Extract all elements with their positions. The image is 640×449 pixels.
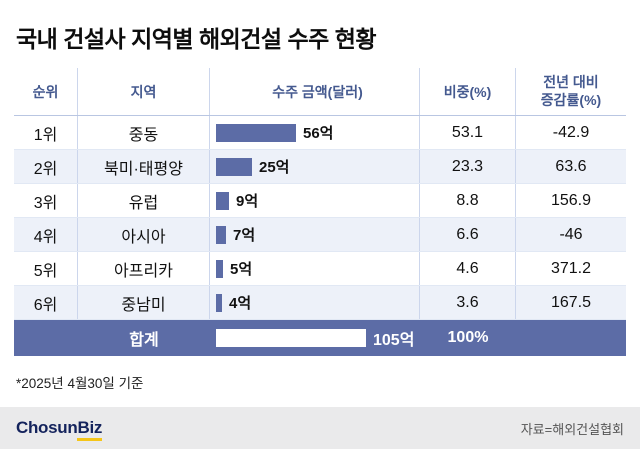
total-row: 합계 105억 100% <box>14 320 626 356</box>
logo-chosun: Chosun <box>16 418 78 437</box>
table-header: 순위 지역 수주 금액(달러) 비중(%) 전년 대비 증감률(%) <box>14 68 626 116</box>
yoy-cell: -46 <box>559 225 583 243</box>
amount-bar <box>216 157 252 176</box>
amount-cell: 56억 <box>210 116 420 149</box>
amount-cell: 25억 <box>210 150 420 183</box>
share-cell: 6.6 <box>420 218 516 251</box>
page-title: 국내 건설사 지역별 해외건설 수주 현황 <box>16 26 377 52</box>
region-cell: 아시아 <box>78 218 210 251</box>
total-share: 100% <box>447 329 489 346</box>
amount-bar <box>216 293 222 312</box>
yoy-cell: 371.2 <box>550 259 592 277</box>
region-cell: 유럽 <box>78 184 210 217</box>
total-yoy-spacer <box>516 320 626 356</box>
rank-cell: 6위 <box>14 286 78 319</box>
total-amount-cell: 105억 <box>210 320 420 356</box>
amount-bar <box>216 225 226 244</box>
amount-bar <box>216 259 223 278</box>
share-cell: 4.6 <box>420 252 516 285</box>
amount-label: 4억 <box>229 295 252 312</box>
amount-label: 56억 <box>303 125 334 142</box>
amount-label: 25억 <box>259 159 290 176</box>
amount-cell: 4억 <box>210 286 420 319</box>
region-cell: 북미·태평양 <box>78 150 210 183</box>
amount-cell: 9억 <box>210 184 420 217</box>
rank-cell: 3위 <box>14 184 78 217</box>
data-table: 순위 지역 수주 금액(달러) 비중(%) 전년 대비 증감률(%) 1위 중동… <box>14 68 626 356</box>
table-row: 6위 중남미 4억 3.6 167.5 <box>14 286 626 320</box>
yoy-cell: 63.6 <box>555 157 587 175</box>
table-row: 1위 중동 56억 53.1 -42.9 <box>14 116 626 150</box>
amount-cell: 5억 <box>210 252 420 285</box>
yoy-cell: -42.9 <box>552 123 590 141</box>
table-row: 4위 아시아 7억 6.6 -46 <box>14 218 626 252</box>
logo-biz: Biz <box>77 418 102 441</box>
share-cell: 3.6 <box>420 286 516 319</box>
rank-cell: 2위 <box>14 150 78 183</box>
rank-cell: 1위 <box>14 116 78 149</box>
table-row: 3위 유럽 9억 8.8 156.9 <box>14 184 626 218</box>
rank-cell: 5위 <box>14 252 78 285</box>
header-yoy-line2: 증감률(%) <box>540 91 602 108</box>
amount-label: 5억 <box>230 261 253 278</box>
amount-bar <box>216 191 229 210</box>
share-cell: 8.8 <box>420 184 516 217</box>
footnote: *2025년 4월30일 기준 <box>16 376 144 391</box>
share-cell: 23.3 <box>420 150 516 183</box>
source-credit: 자료=해외건설협회 <box>520 421 624 437</box>
table-row: 5위 아프리카 5억 4.6 371.2 <box>14 252 626 286</box>
total-rank-spacer <box>14 320 78 356</box>
footer-bar: ChosunBiz 자료=해외건설협회 <box>0 407 640 449</box>
region-cell: 중동 <box>78 116 210 149</box>
amount-cell: 7억 <box>210 218 420 251</box>
region-cell: 아프리카 <box>78 252 210 285</box>
header-share: 비중(%) <box>420 68 516 115</box>
header-region: 지역 <box>78 68 210 115</box>
yoy-cell: 156.9 <box>550 191 592 209</box>
header-amount: 수주 금액(달러) <box>210 68 420 115</box>
table-row: 2위 북미·태평양 25억 23.3 63.6 <box>14 150 626 184</box>
total-label: 합계 <box>129 332 159 349</box>
header-yoy-line1: 전년 대비 <box>543 74 599 90</box>
total-amount-label: 105억 <box>373 332 415 349</box>
header-rank: 순위 <box>14 68 78 115</box>
region-cell: 중남미 <box>78 286 210 319</box>
amount-label: 7억 <box>233 227 256 244</box>
chosunbiz-logo: ChosunBiz <box>16 418 102 441</box>
header-yoy: 전년 대비 증감률(%) <box>516 68 626 115</box>
amount-bar <box>216 123 296 142</box>
share-cell: 53.1 <box>420 116 516 149</box>
amount-label: 9억 <box>236 193 259 210</box>
yoy-cell: 167.5 <box>550 293 592 311</box>
rank-cell: 4위 <box>14 218 78 251</box>
total-amount-bar <box>216 329 366 347</box>
